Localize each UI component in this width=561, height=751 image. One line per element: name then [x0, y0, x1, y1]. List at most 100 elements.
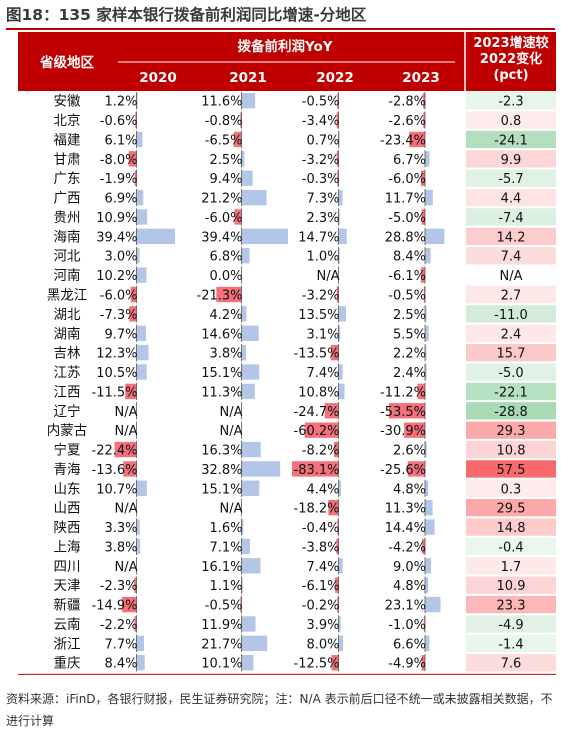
bar-2023 — [425, 189, 433, 206]
change-cell — [466, 615, 556, 633]
value-2021: 11.6% — [201, 95, 242, 110]
value-2021: 6.8% — [209, 250, 242, 265]
row-region: 天津 — [54, 578, 81, 594]
bar-2022 — [337, 519, 339, 535]
value-2022: 7.3% — [306, 192, 339, 207]
bar-2020 — [136, 189, 144, 206]
bar-2023 — [423, 286, 425, 303]
change-value: -24.1 — [494, 133, 528, 148]
row-region: 上海 — [54, 539, 81, 555]
bar-2020 — [136, 519, 140, 535]
value-2022: 14.7% — [298, 230, 339, 245]
value-2021: 15.1% — [201, 482, 242, 497]
bar-2023 — [425, 480, 429, 496]
bar-2020 — [136, 480, 147, 496]
row-region: 青海 — [54, 462, 81, 478]
change-value: -28.8 — [494, 405, 528, 420]
value-2023: 4.8% — [393, 579, 426, 594]
change-value: 0.8 — [501, 114, 522, 129]
value-2020: 10.9% — [96, 211, 137, 226]
bar-2023 — [423, 112, 425, 128]
change-cell — [466, 343, 556, 362]
bar-2022 — [338, 480, 341, 496]
value-2021: 16.3% — [201, 444, 242, 459]
change-cell — [466, 227, 556, 246]
value-2023: -25.6% — [380, 463, 426, 478]
row-region: 重庆 — [54, 656, 81, 672]
row-region: 宁夏 — [54, 442, 81, 459]
change-cell — [466, 188, 556, 207]
value-2021: 16.1% — [201, 560, 242, 575]
bar-2023 — [407, 461, 425, 477]
bar-2021 — [241, 655, 254, 671]
bar-2022 — [292, 461, 339, 477]
header-change-line: (pct) — [493, 68, 528, 83]
bar-2023 — [425, 519, 435, 535]
value-2022: 4.4% — [306, 482, 339, 497]
value-2022: -3.2% — [302, 153, 340, 168]
value-2022: -6.1% — [302, 579, 340, 594]
bar-2022 — [324, 403, 339, 419]
value-2021: -6.5% — [205, 133, 243, 148]
value-2023: 11.7% — [385, 192, 426, 207]
change-cell — [466, 654, 556, 672]
bar-2023 — [425, 306, 427, 322]
value-2020: 6.9% — [104, 192, 137, 207]
figure-title: 图18：135 家样本银行拨备前利润同比增速-分地区 — [6, 6, 367, 24]
footnote: 资料来源：iFinD，各银行财报，民生证券研究院；注：N/A 表示前后口径不统一… — [6, 692, 553, 728]
value-2022: 2.3% — [306, 211, 339, 226]
change-cell — [466, 595, 556, 614]
bar-2020 — [136, 325, 146, 341]
value-2022: -3.2% — [302, 288, 340, 303]
value-2020: 7.7% — [104, 637, 137, 652]
bar-2020 — [136, 209, 148, 225]
bar-2021 — [234, 209, 242, 225]
value-2023: -30.9% — [380, 424, 426, 439]
value-2023: -0.5% — [388, 288, 426, 303]
bar-2021 — [241, 577, 243, 593]
value-2023: 14.4% — [385, 521, 426, 536]
change-cell — [466, 111, 556, 129]
bar-2022 — [338, 364, 343, 380]
row-region: 陕西 — [54, 520, 81, 536]
value-2022: -60.2% — [294, 424, 340, 439]
change-cell — [466, 440, 556, 459]
change-cell — [466, 247, 556, 265]
value-2023: -53.5% — [380, 405, 426, 420]
value-2023: -2.8% — [388, 95, 426, 110]
value-2021: 9.4% — [209, 172, 242, 187]
value-2020: -22.4% — [92, 444, 138, 459]
value-2020: -8.0% — [100, 153, 138, 168]
bar-2021 — [241, 538, 250, 555]
row-region: 山西 — [54, 501, 81, 517]
bar-2022 — [337, 170, 339, 186]
change-value: N/A — [500, 269, 523, 284]
value-2023: 6.7% — [393, 153, 426, 168]
bar-2023 — [420, 267, 425, 283]
change-value: 1.7 — [501, 560, 522, 575]
bar-2021 — [241, 189, 267, 206]
bar-2020 — [128, 151, 137, 167]
row-region: 辽宁 — [54, 403, 81, 420]
value-2023: 2.5% — [393, 308, 426, 323]
value-2022: 0.7% — [306, 133, 339, 148]
change-value: 57.5 — [497, 463, 526, 478]
value-2023: 2.6% — [393, 444, 426, 459]
change-cell — [466, 92, 556, 110]
value-2020: -2.3% — [100, 579, 138, 594]
value-2020: 12.3% — [96, 347, 137, 362]
value-2020: 3.0% — [104, 250, 137, 265]
bar-2023 — [425, 228, 445, 245]
value-2023: 2.2% — [393, 347, 426, 362]
value-2020: N/A — [115, 405, 138, 420]
change-value: 10.8 — [497, 444, 526, 459]
value-2022: 7.4% — [306, 560, 339, 575]
change-cell — [466, 557, 556, 575]
value-2023: -11.2% — [380, 385, 426, 400]
bar-2023 — [425, 558, 432, 574]
value-2023: 28.8% — [385, 230, 426, 245]
change-value: 29.3 — [497, 424, 526, 439]
change-cell — [466, 576, 556, 594]
change-value: 14.2 — [497, 230, 526, 245]
bar-2023 — [422, 538, 425, 555]
